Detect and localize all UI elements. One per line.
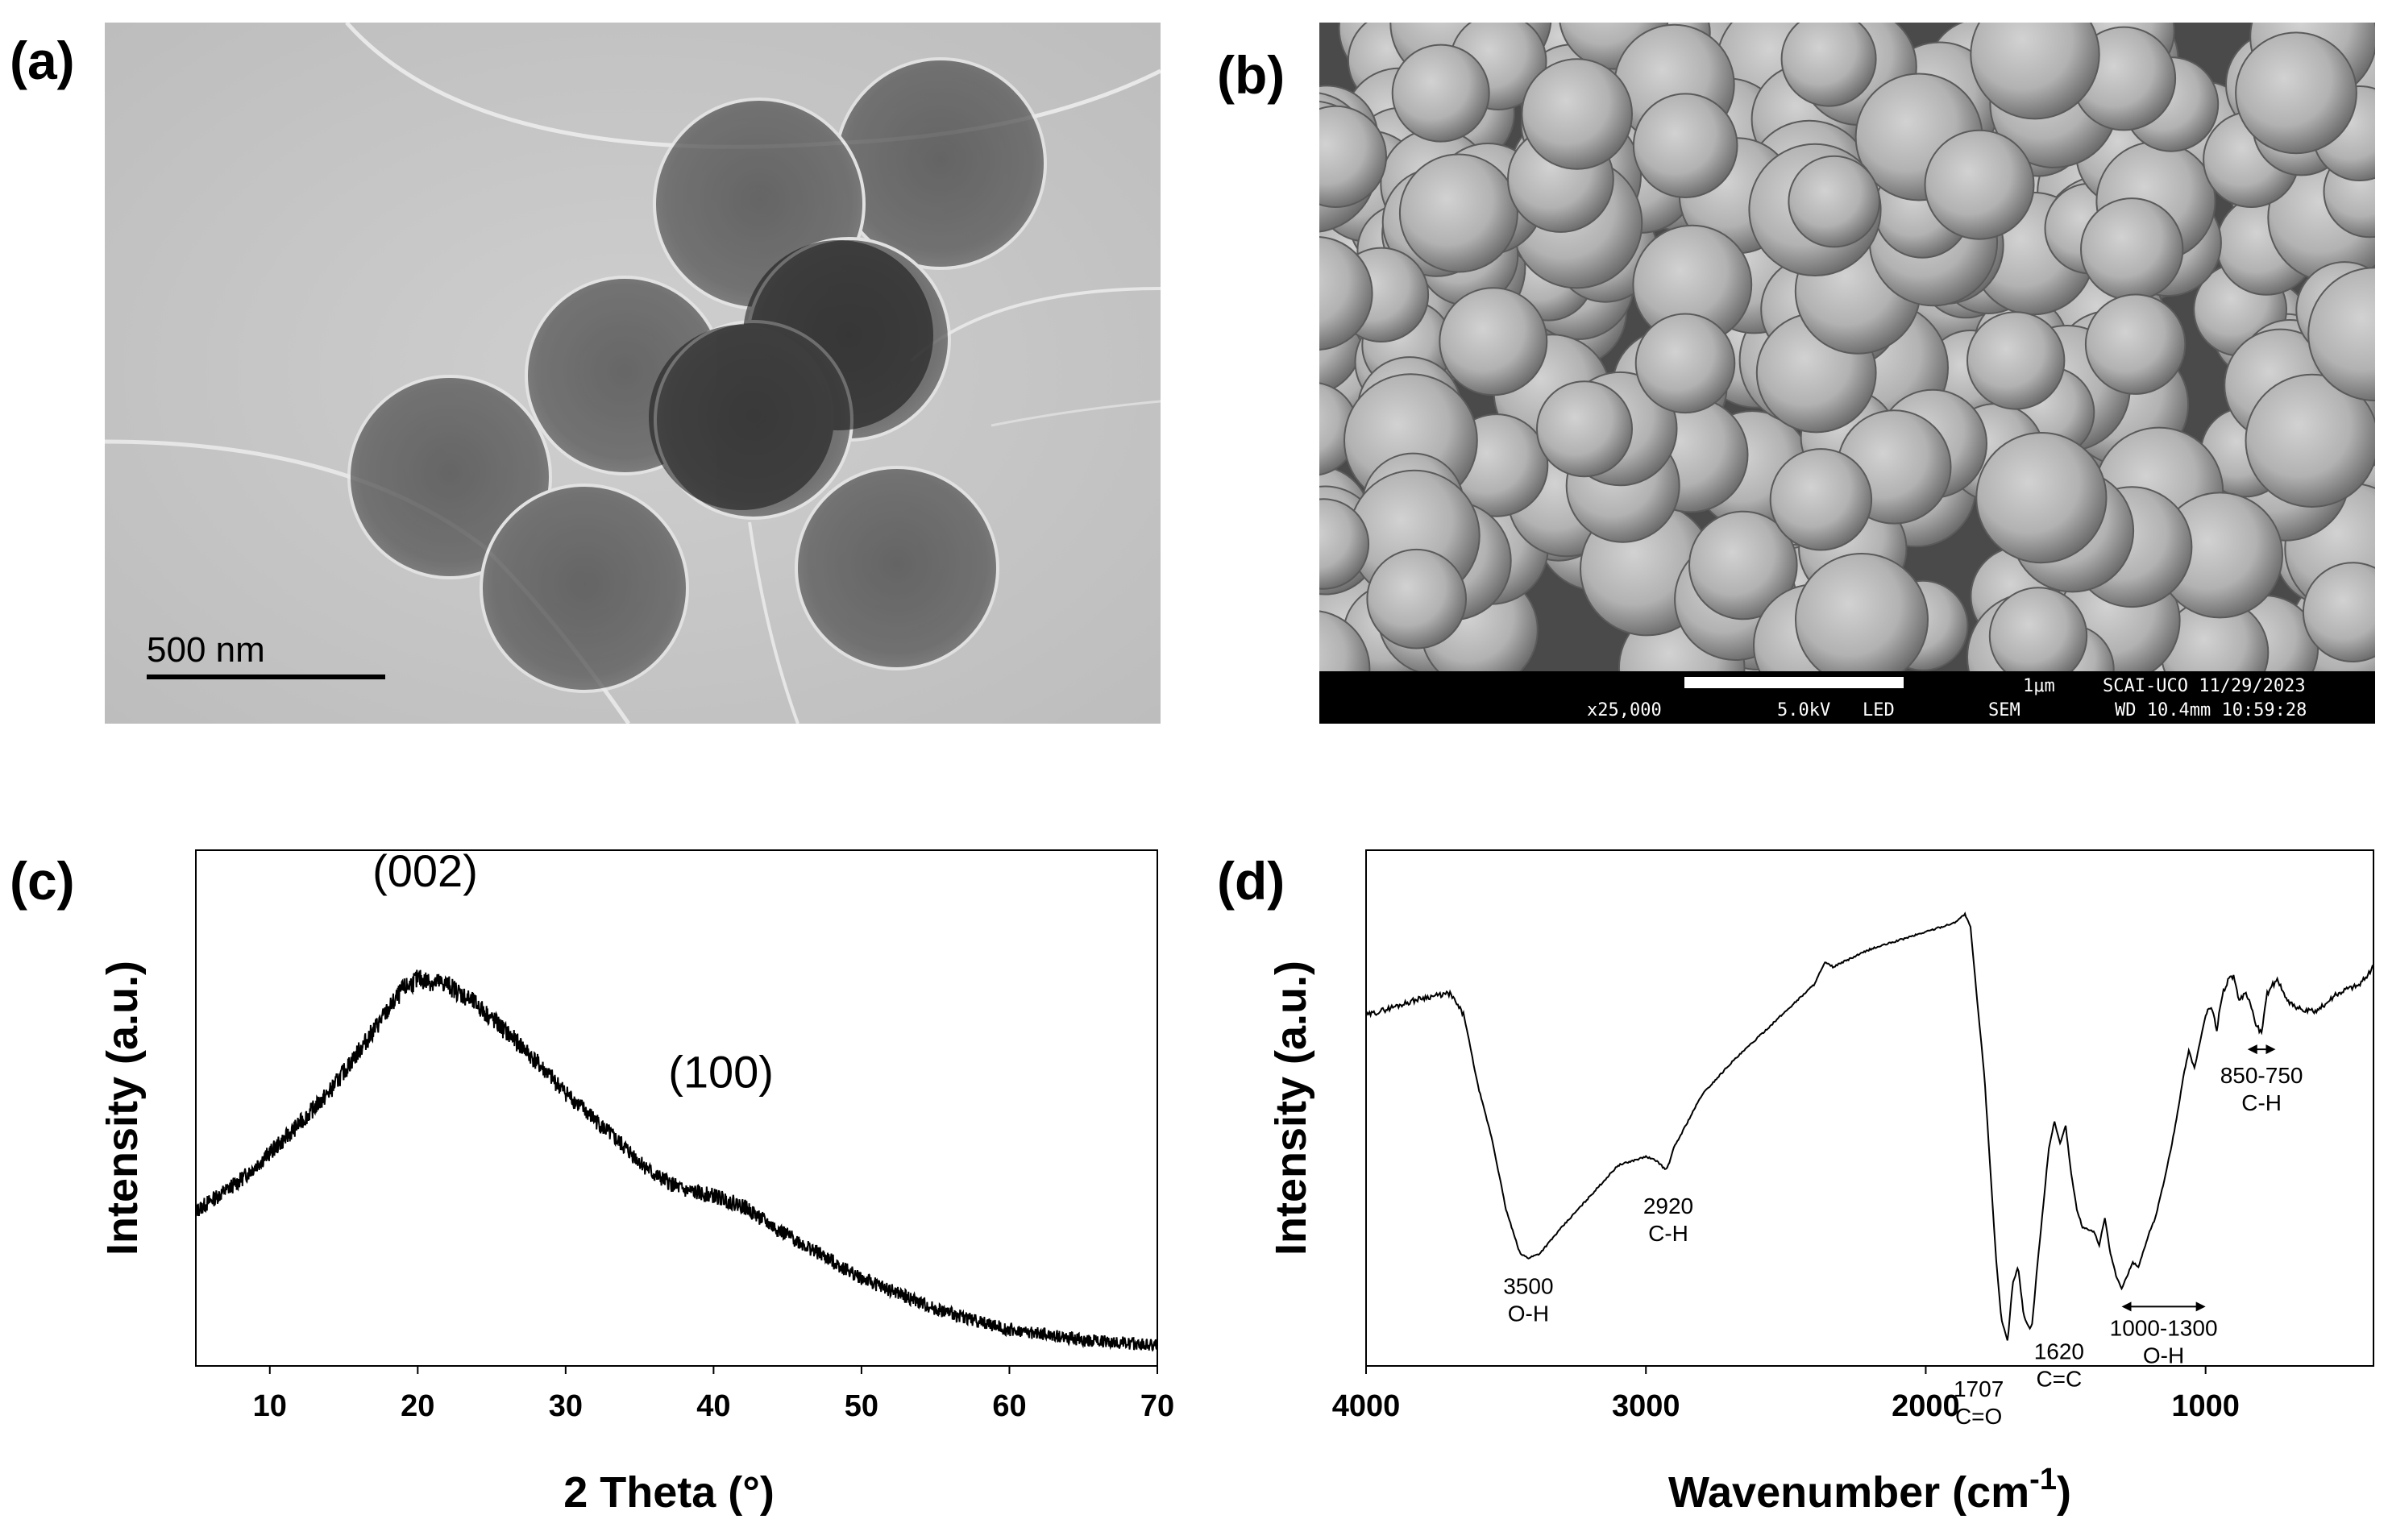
sem-sphere (1632, 93, 1738, 198)
xrd-peak-label: (100) (668, 1046, 774, 1097)
sem-voltage-mode: 5.0kV LED (1777, 700, 1895, 720)
sem-sphere (1521, 58, 1634, 170)
xrd-series-line (195, 969, 1158, 1352)
xrd-peak-label: (002) (372, 845, 478, 896)
ftir-y-axis-title: Intensity (a.u.) (1267, 961, 1315, 1256)
ftir-band-label: 1707 (1954, 1376, 2004, 1401)
sem-sphere (1536, 380, 1633, 478)
sem-sphere (1780, 23, 1877, 107)
tem-micrograph: 500 nm (105, 23, 1161, 724)
ftir-x-axis-title-main: Wavenumber (cm (1668, 1468, 2029, 1517)
ftir-x-tick-label: 1000 (2171, 1389, 2240, 1423)
xrd-x-tick-label: 60 (992, 1389, 1026, 1423)
panel-label-a: (a) (10, 31, 75, 90)
ftir-plot-frame (1365, 849, 2374, 1367)
sem-sphere (1319, 498, 1370, 590)
sem-sphere (1966, 311, 2066, 410)
sem-lab-date: SCAI-UCO 11/29/2023 (2103, 676, 2306, 696)
xrd-x-tick-label: 10 (253, 1389, 287, 1423)
panel-label-d: (d) (1217, 851, 1285, 911)
ftir-band-label: 850-750 (2220, 1063, 2303, 1088)
panel-label-c: (c) (10, 851, 75, 911)
ftir-band-label: 1000-1300 (2110, 1315, 2218, 1340)
ftir-x-axis-title-sup: -1 (2029, 1463, 2057, 1496)
sem-sphere (2235, 31, 2357, 155)
ftir-x-tick-label: 2000 (1892, 1389, 1960, 1423)
sem-sphere (2084, 293, 2187, 395)
sem-detector: SEM (1988, 700, 2020, 720)
sem-sphere (1769, 448, 1873, 551)
xrd-x-tick-label: 40 (696, 1389, 730, 1423)
sem-wd-time: WD 10.4mm 10:59:28 (2115, 700, 2307, 720)
sem-sphere (2307, 267, 2375, 401)
xrd-x-axis-title: 2 Theta (°) (563, 1468, 775, 1517)
sem-sphere (1366, 548, 1467, 650)
ftir-x-tick-label: 3000 (1612, 1389, 1680, 1423)
sem-sphere (2302, 562, 2375, 662)
xrd-x-tick-label: 30 (549, 1389, 583, 1423)
sem-sphere (1975, 431, 2108, 564)
xrd-plot-frame (195, 849, 1158, 1367)
sem-sphere (1688, 510, 1798, 621)
ftir-chart: 4000 3000 2000 1000 3500O-H2920C-H1707C=O16… (1267, 849, 2374, 1517)
ftir-x-tick-label: 4000 (1332, 1389, 1401, 1423)
ftir-band-label: 3500 (1503, 1274, 1553, 1299)
sem-micrograph: 1μm SCAI-UCO 11/29/2023 x25,000 5.0kV LE… (1319, 23, 2375, 724)
sem-sphere (1788, 155, 1881, 248)
xrd-chart: 10 20 30 40 50 60 70 (002) (100) 2 Theta (°) In… (98, 845, 1174, 1517)
xrd-y-axis-title: Intensity (a.u.) (98, 961, 147, 1256)
tem-image: 500 nm (105, 23, 1161, 724)
panel-label-b: (b) (1217, 45, 1285, 105)
sem-scale-text: 1μm (2023, 676, 2055, 696)
ftir-band-assignment: C=C (2036, 1367, 2082, 1392)
ftir-band-assignment: C-H (2241, 1090, 2282, 1115)
ftir-range-arrowhead (2121, 1301, 2132, 1312)
xrd-x-tick-label: 70 (1140, 1389, 1174, 1423)
sem-sphere (1319, 105, 1387, 208)
ftir-range-arrowhead (2265, 1044, 2276, 1055)
sem-sphere (1924, 129, 2035, 240)
ftir-band-label: 2920 (1643, 1193, 1693, 1218)
sem-magnification: x25,000 (1587, 700, 1662, 720)
ftir-band-assignment: C=O (1955, 1404, 2002, 1429)
ftir-x-axis-title: Wavenumber (cm-1) (1668, 1463, 2071, 1517)
tem-scale-label: 500 nm (147, 630, 265, 670)
ftir-range-arrowhead (2247, 1044, 2257, 1055)
ftir-series-line (1365, 911, 2374, 1341)
ftir-range-arrowhead (2195, 1301, 2206, 1312)
sem-sphere (1398, 153, 1518, 273)
sem-scale-bar (1684, 677, 1904, 688)
xrd-x-tick-label: 20 (401, 1389, 434, 1423)
sem-sphere (1634, 313, 1736, 414)
sem-sphere (1970, 23, 2100, 120)
sem-sphere (1319, 235, 1373, 351)
ftir-band-assignment: O-H (2143, 1343, 2184, 1368)
ftir-band-label: 1620 (2034, 1339, 2084, 1364)
sem-sphere (2245, 373, 2375, 508)
sem-image: 1μm SCAI-UCO 11/29/2023 x25,000 5.0kV LE… (1319, 23, 2375, 724)
xrd-x-tick-label: 50 (845, 1389, 878, 1423)
ftir-band-assignment: C-H (1648, 1221, 1688, 1246)
sem-sphere (1439, 287, 1548, 396)
ftir-band-assignment: O-H (1508, 1301, 1549, 1326)
ftir-x-axis-title-close: ) (2057, 1468, 2071, 1517)
sem-sphere (1391, 44, 1490, 143)
